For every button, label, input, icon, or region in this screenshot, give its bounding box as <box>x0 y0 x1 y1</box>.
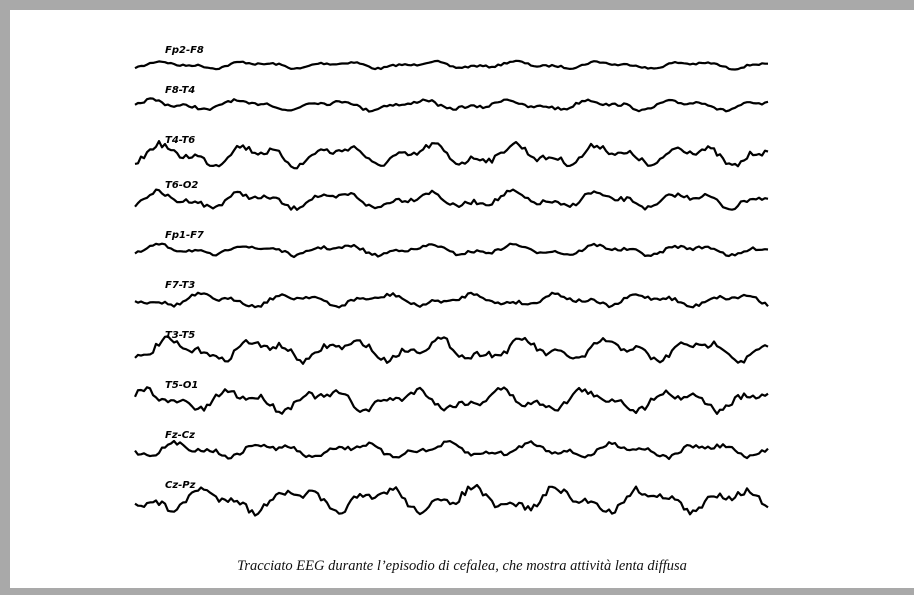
figure-caption: Tracciato EEG durante l’episodio di cefa… <box>237 558 687 574</box>
channel-label: Cz-Pz <box>165 480 196 491</box>
eeg-channel-trace <box>134 439 769 460</box>
channel-label: T4-T6 <box>165 135 195 146</box>
channel-label: Fp1-F7 <box>165 230 204 241</box>
channel-label: T6-O2 <box>165 180 198 191</box>
eeg-trace: Fp2-F8 F8-T4 T4-T6 T6-O2 Fp1-F7 F7-T3 T3-T5 T5-… <box>133 45 769 517</box>
channel-label: Fp2-F8 <box>165 45 204 56</box>
eeg-channel-trace <box>134 97 769 113</box>
channel-label: F7-T3 <box>165 280 195 291</box>
eeg-channel-trace <box>134 291 769 309</box>
figure-frame: Fp2-F8 F8-T4 T4-T6 T6-O2 Fp1-F7 F7-T3 T3-T5 T5-… <box>10 10 914 588</box>
eeg-channel-trace <box>134 140 769 170</box>
eeg-channel-trace <box>134 59 768 71</box>
channel-label: Fz-Cz <box>165 430 195 441</box>
eeg-channel-trace <box>134 483 769 517</box>
channel-label: T3-T5 <box>165 330 195 341</box>
eeg-channel-trace <box>134 188 769 211</box>
channel-label: F8-T4 <box>165 85 195 96</box>
eeg-channel-trace <box>134 242 769 259</box>
channel-label: T5-O1 <box>165 380 198 391</box>
eeg-channel-trace <box>134 335 769 365</box>
eeg-channel-trace <box>133 386 769 415</box>
